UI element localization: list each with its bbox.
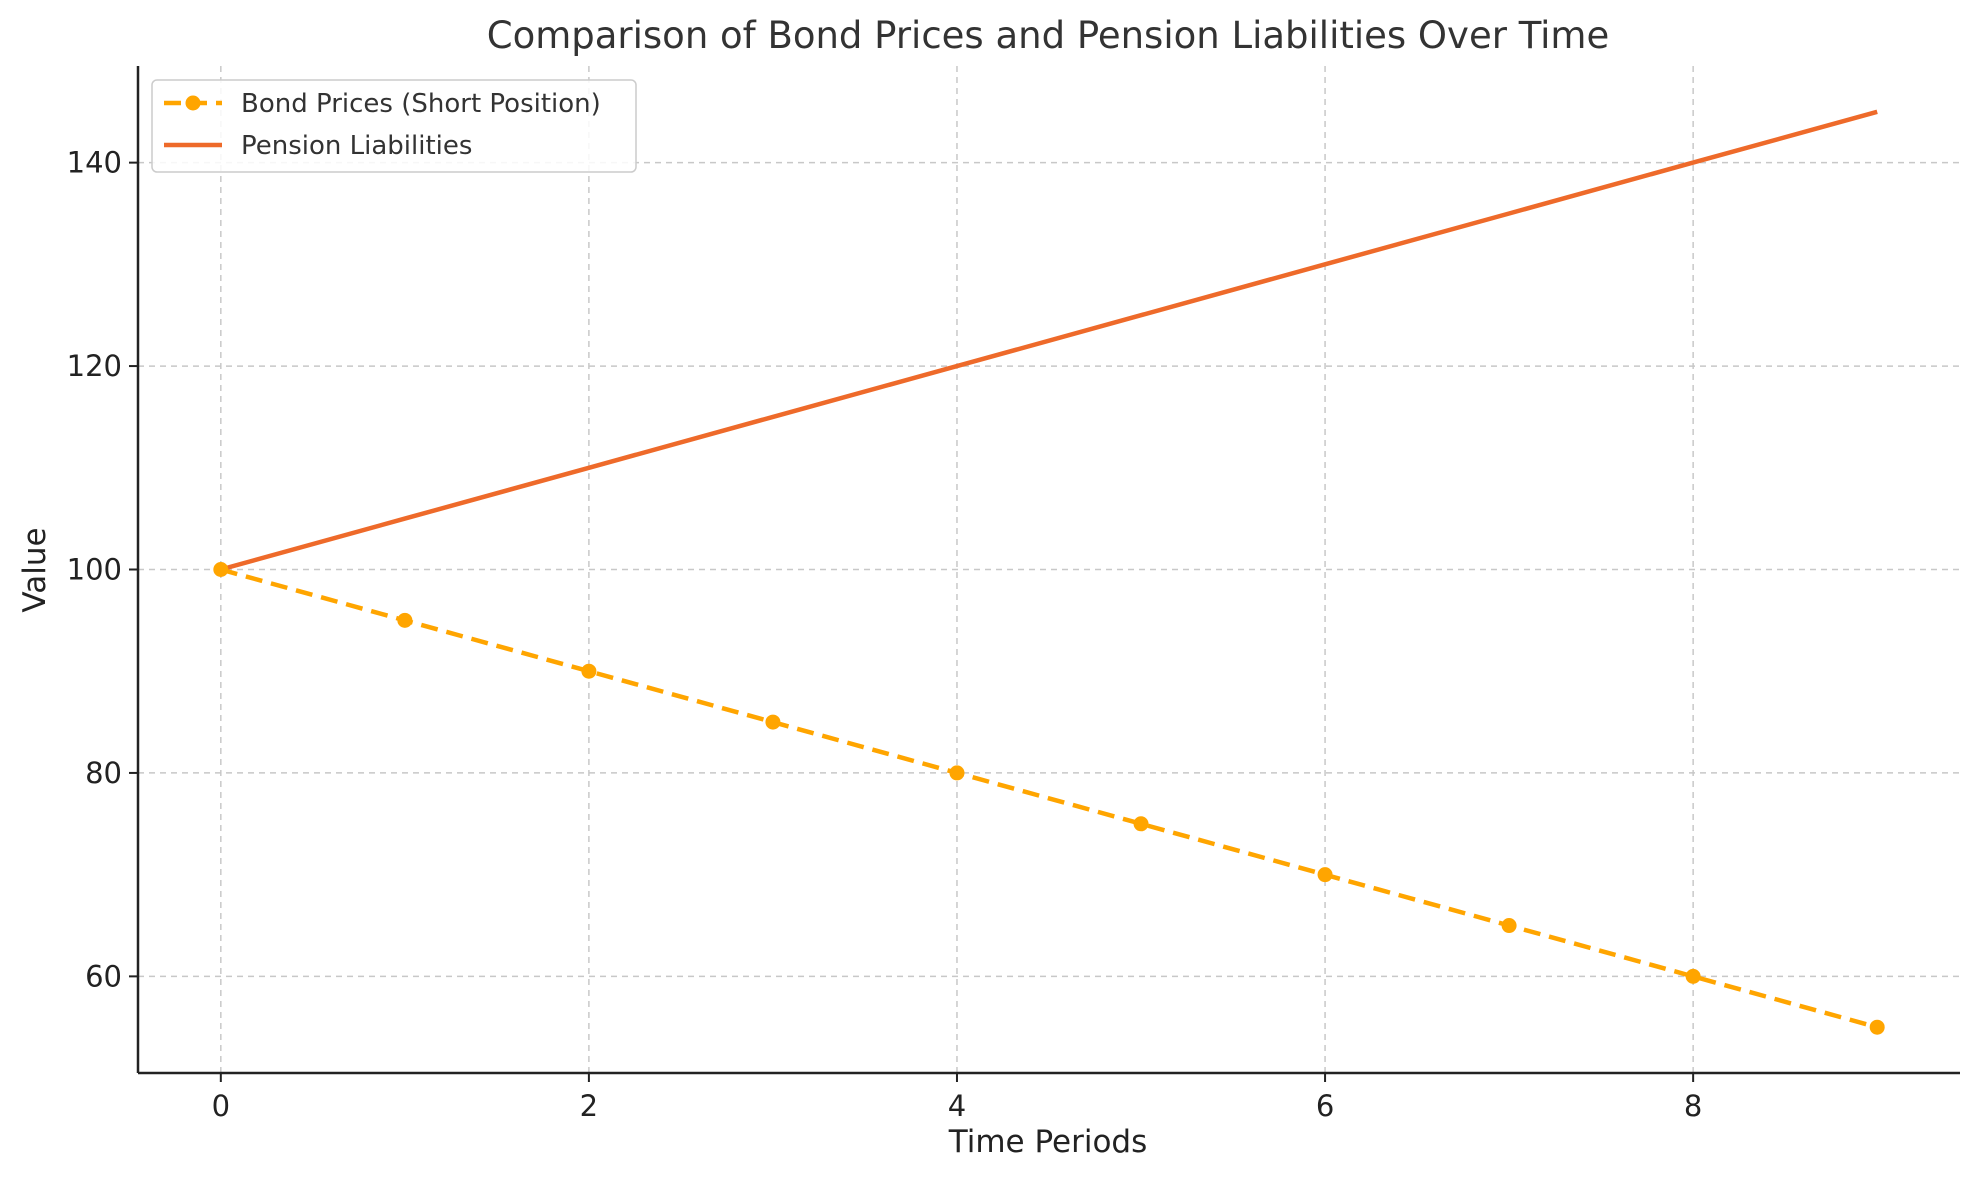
series-point-bond-prices-short-position-0 <box>213 562 229 577</box>
legend-marker-bond-prices-short-position <box>185 95 201 111</box>
legend-label-bond-prices-short-position: Bond Prices (Short Position) <box>241 89 601 119</box>
y-tick-label-120: 120 <box>67 349 122 383</box>
series-line-bond-prices-short-position <box>220 567 1878 1030</box>
series-point-bond-prices-short-position-3 <box>765 714 781 730</box>
x-axis-label: Time Periods <box>948 1124 1148 1160</box>
legend-box <box>151 79 637 173</box>
y-tick-label-80: 80 <box>85 756 122 790</box>
series-point-bond-prices-short-position-2 <box>581 663 597 679</box>
series-point-bond-prices-short-position-1 <box>397 612 413 628</box>
legend-label-pension-liabilities: Pension Liabilities <box>241 131 472 161</box>
grid <box>138 66 1960 1073</box>
legend: Bond Prices (Short Position) Pension Liab… <box>151 79 637 173</box>
x-tick-label-2: 2 <box>580 1089 598 1123</box>
series-point-bond-prices-short-position-6 <box>1317 867 1333 883</box>
series-point-bond-prices-short-position-5 <box>1133 816 1149 832</box>
series-line-pension-liabilities <box>220 109 1878 572</box>
series-point-bond-prices-short-position-8 <box>1685 968 1701 984</box>
y-tick-label-140: 140 <box>67 146 122 180</box>
y-tick-label-100: 100 <box>67 553 122 587</box>
x-tick-label-0: 0 <box>212 1089 230 1123</box>
series-point-bond-prices-short-position-9 <box>1869 1019 1885 1035</box>
y-axis-label: Value <box>17 527 53 612</box>
series-group <box>213 109 1885 1035</box>
series-point-bond-prices-short-position-4 <box>949 765 965 781</box>
x-tick-label-8: 8 <box>1684 1089 1702 1123</box>
chart-title: Comparison of Bond Prices and Pension Li… <box>487 14 1610 57</box>
series-point-bond-prices-short-position-7 <box>1501 918 1517 934</box>
y-tick-label-60: 60 <box>85 959 122 993</box>
x-tick-label-4: 4 <box>948 1089 966 1123</box>
ticks: 0 2 4 6 8 60 80 100 120 140 <box>67 146 1703 1123</box>
x-tick-label-6: 6 <box>1316 1089 1334 1123</box>
